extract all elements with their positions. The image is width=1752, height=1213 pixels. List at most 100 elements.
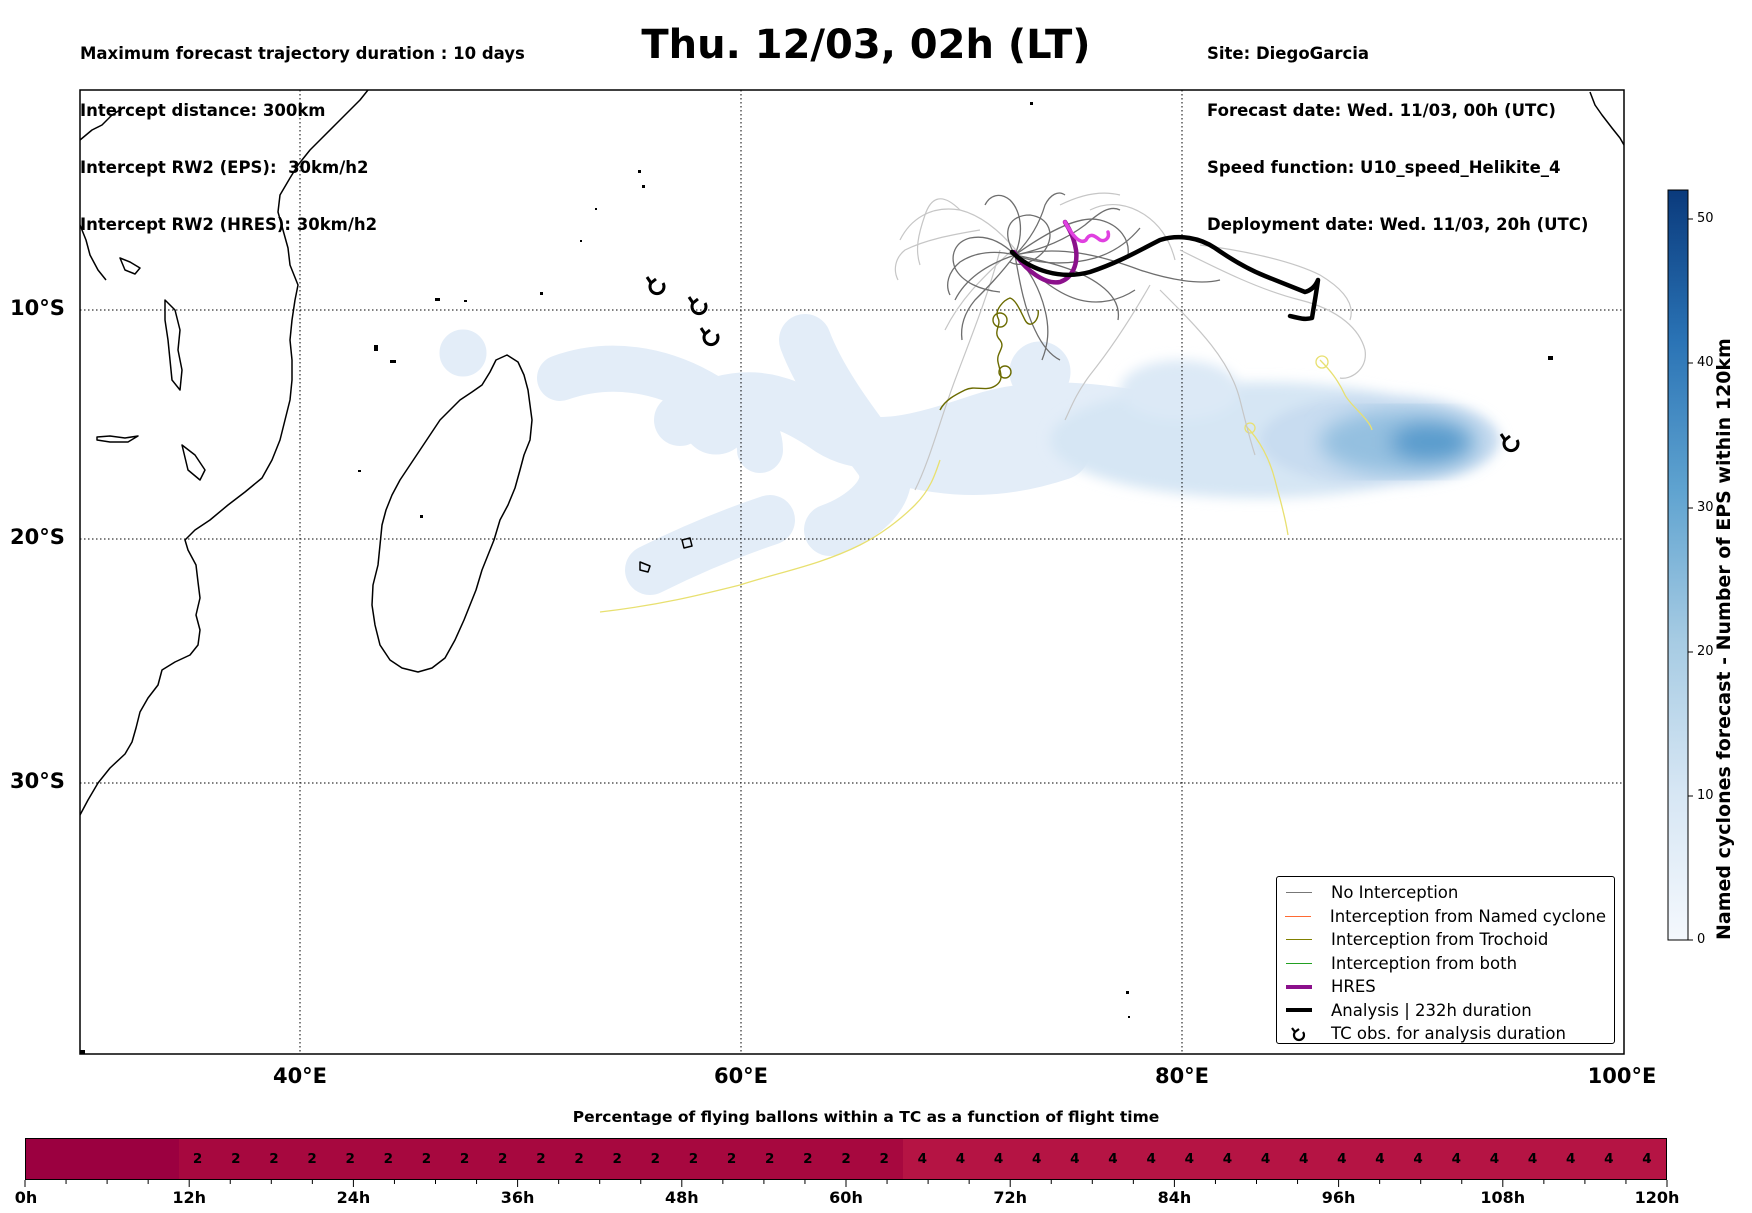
coastlines	[80, 90, 1624, 816]
madagascar-coast	[371, 354, 533, 673]
grey-track	[916, 198, 961, 266]
cyclone-density	[439, 314, 1500, 595]
island	[435, 298, 440, 301]
grey-track	[1014, 254, 1120, 321]
island	[374, 345, 378, 351]
colorbar-tick: 0	[1697, 932, 1706, 947]
legend-swatch	[1286, 892, 1312, 894]
strip-hour-label: 120h	[1634, 1188, 1680, 1207]
yellow-track	[1244, 424, 1289, 536]
yellow-track	[599, 459, 941, 613]
legend-label: TC obs. for analysis duration	[1331, 1024, 1566, 1044]
colorbar-tick: 20	[1697, 644, 1714, 659]
lake-malawi	[164, 299, 183, 391]
strip-cell: 4	[1132, 1139, 1171, 1179]
trochoid-track	[939, 297, 1039, 411]
strip-cell: 4	[1170, 1139, 1209, 1179]
island	[464, 300, 467, 302]
tc-symbol-icon	[1291, 1027, 1306, 1041]
strip-cell: 2	[598, 1139, 637, 1179]
grey-track	[894, 229, 981, 281]
strip-hour-label: 0h	[14, 1188, 38, 1207]
strip-hour-label: 84h	[1157, 1188, 1192, 1207]
island	[119, 257, 141, 275]
mauritius-island	[681, 537, 693, 549]
grey-track	[954, 254, 1016, 301]
header-right: Site: DiegoGarcia Forecast date: Wed. 11…	[1207, 6, 1588, 253]
legend-item-no-interception: No Interception	[1285, 881, 1606, 905]
lat-label-20s: 20°S	[10, 525, 65, 549]
strip-cell: 4	[1589, 1139, 1628, 1179]
header-forecast-date: Forecast date: Wed. 11/03, 00h (UTC)	[1207, 101, 1556, 120]
reunion-island	[639, 561, 651, 573]
tc-symbol	[645, 276, 666, 296]
island	[1030, 102, 1033, 105]
strip-cell: 4	[1284, 1139, 1323, 1179]
density-core	[1390, 422, 1470, 462]
lat-label-10s: 10°S	[10, 296, 65, 320]
africa-coast	[80, 90, 369, 816]
strip-cell: 2	[483, 1139, 522, 1179]
lon-label-60e: 60°E	[713, 1064, 769, 1088]
legend-label: Interception from both	[1331, 953, 1518, 973]
header-intercept-distance: Intercept distance: 300km	[80, 101, 326, 120]
strip-hour-label: 72h	[993, 1188, 1028, 1207]
strip-cell	[26, 1139, 65, 1179]
grey-track	[1014, 218, 1129, 256]
header-duration: Maximum forecast trajectory duration : 1…	[80, 44, 525, 63]
colorbar-ticks	[1688, 218, 1693, 941]
strip-cell: 2	[788, 1139, 827, 1179]
strip-cell: 2	[369, 1139, 408, 1179]
strip-cell: 4	[1627, 1139, 1667, 1179]
trochoid-loop	[998, 365, 1012, 379]
grey-track	[1179, 249, 1366, 379]
grey-track	[1089, 203, 1176, 261]
small-islands	[80, 102, 1553, 1054]
density-blob	[1120, 360, 1240, 420]
lon-label-100e: 100°E	[1587, 1064, 1657, 1088]
strip-cell: 2	[636, 1139, 675, 1179]
yellow-loop	[1315, 355, 1329, 369]
grey-track	[1014, 227, 1141, 264]
dark-grey-tracks	[947, 192, 1221, 361]
legend-item-hres: HRES	[1285, 975, 1606, 999]
strip-cell: 2	[826, 1139, 866, 1179]
grey-track	[947, 251, 1016, 296]
island	[540, 292, 543, 295]
strip-cell: 2	[712, 1139, 751, 1179]
strip-cell: 2	[521, 1139, 560, 1179]
indian-coast	[1589, 91, 1624, 146]
header-left: Maximum forecast trajectory duration : 1…	[80, 6, 525, 253]
lake	[181, 444, 206, 481]
island	[358, 470, 361, 472]
strip-cell: 4	[1208, 1139, 1247, 1179]
strip-cell: 4	[1093, 1139, 1133, 1179]
grey-track	[984, 194, 1022, 256]
island	[1548, 356, 1553, 360]
island	[1126, 991, 1129, 994]
yellow-track	[1319, 359, 1373, 431]
strip-cell: 4	[1246, 1139, 1285, 1179]
strip-cell: 2	[216, 1139, 255, 1179]
island	[80, 1050, 85, 1054]
strip-cell: 4	[1399, 1139, 1438, 1179]
strip-hour-label: 96h	[1321, 1188, 1356, 1207]
legend-item-analysis: Analysis | 232h duration	[1285, 999, 1606, 1023]
strip-cell: 2	[865, 1139, 904, 1179]
grey-track	[1014, 207, 1121, 256]
strip-cell: 4	[1322, 1139, 1361, 1179]
density-blob	[439, 329, 487, 377]
header-intercept-eps: Intercept RW2 (EPS): 30km/h2	[80, 158, 369, 177]
lon-label-40e: 40°E	[272, 1064, 328, 1088]
density-blob	[850, 420, 1090, 495]
strip-hour-label: 60h	[829, 1188, 863, 1207]
island	[390, 360, 396, 363]
legend-swatch	[1286, 939, 1312, 941]
island	[1128, 1016, 1130, 1018]
somalia-coast	[80, 224, 107, 281]
yellow-tracks	[599, 355, 1373, 613]
legend-swatch	[1286, 984, 1312, 989]
grey-track	[1014, 250, 1221, 283]
legend-swatch	[1286, 962, 1312, 964]
strip-cell: 4	[941, 1139, 980, 1179]
